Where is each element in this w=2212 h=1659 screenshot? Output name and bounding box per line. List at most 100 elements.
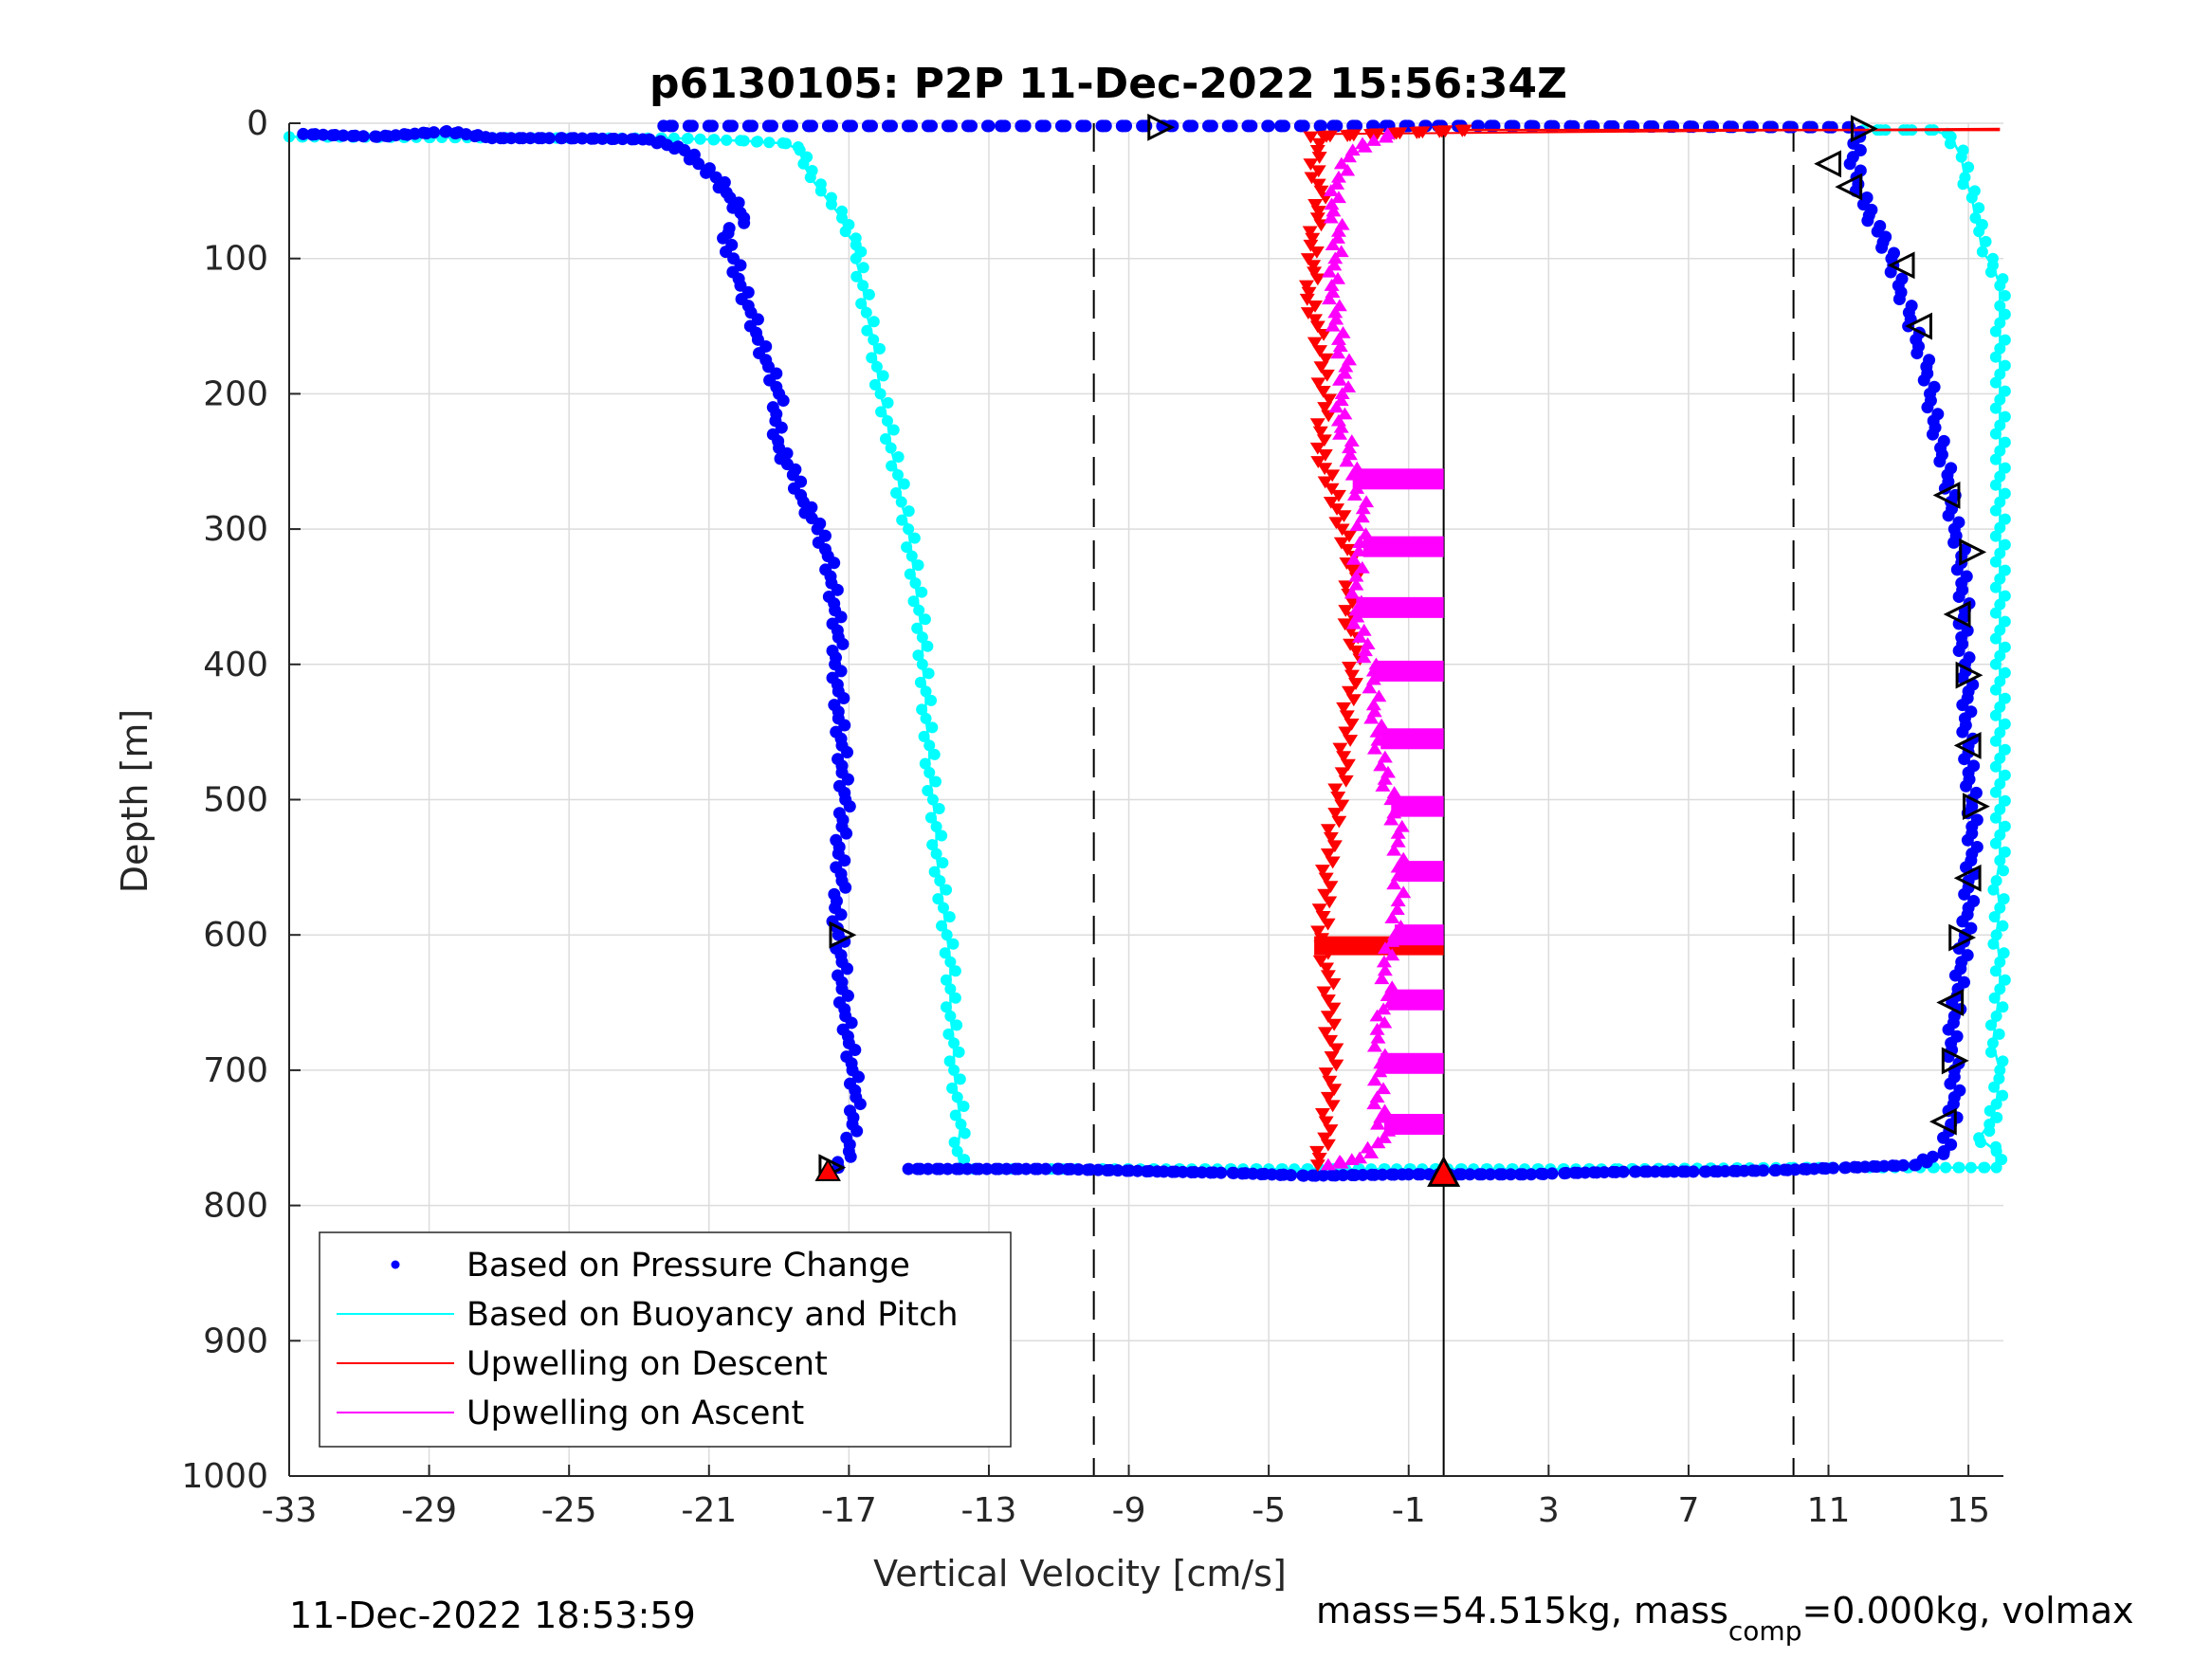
- buoyancy-point: [933, 803, 945, 815]
- buoyancy-point: [1999, 718, 2011, 730]
- ascent-upwelling-marker: [1330, 333, 1346, 345]
- pressure-point: [901, 119, 914, 133]
- pressure-point: [1916, 1153, 1929, 1166]
- legend: Based on Pressure Change Based on Buoyanc…: [319, 1231, 1012, 1448]
- ascent-upwelling-marker: [1332, 428, 1348, 440]
- pressure-point: [1204, 1166, 1217, 1179]
- descent-upwelling-marker: [1303, 158, 1319, 172]
- pressure-point: [1965, 921, 1978, 935]
- axes: -33 -29 -25 -21 -17 -13 -9 -5 -1 3 7 11 150100200300…: [181, 104, 2003, 1530]
- ascent-upwelling-band: [1383, 1113, 1444, 1135]
- pressure-point: [841, 746, 854, 759]
- y-tick-label: 600: [203, 916, 268, 955]
- pressure-point: [922, 1162, 935, 1176]
- turn-marker-right: [1955, 661, 1983, 689]
- pressure-point: [834, 665, 848, 678]
- pressure-point: [1687, 1165, 1700, 1178]
- buoyancy-point: [1990, 1010, 2002, 1022]
- pressure-point: [1000, 1162, 1014, 1176]
- pressure-point: [1746, 1164, 1760, 1177]
- ascent-upwelling-marker: [1380, 765, 1396, 778]
- pressure-point: [741, 119, 755, 133]
- pressure-point: [1015, 119, 1028, 133]
- buoyancy-point: [1994, 317, 2006, 329]
- descent-upwelling-marker: [1315, 911, 1331, 923]
- buoyancy-point: [1988, 1081, 2001, 1093]
- pressure-point: [1009, 1162, 1022, 1176]
- buoyancy-point: [951, 1019, 963, 1031]
- buoyancy-point: [1990, 929, 2002, 941]
- descent-upwelling-marker: [1386, 128, 1402, 140]
- buoyancy-point: [936, 920, 948, 932]
- buoyancy-point: [913, 604, 925, 616]
- descent-upwelling-marker: [1310, 377, 1326, 391]
- buoyancy-point: [1999, 308, 2011, 320]
- ascent-upwelling-marker: [1333, 156, 1349, 170]
- pressure-point: [960, 119, 974, 133]
- ascent-upwelling-marker: [1376, 1002, 1392, 1015]
- buoyancy-point: [1986, 1037, 1999, 1049]
- ascent-upwelling-marker: [1386, 806, 1402, 819]
- ascent-upwelling-marker: [1390, 860, 1406, 873]
- buoyancy-point: [1991, 1111, 2003, 1123]
- pressure-point: [761, 119, 775, 133]
- buoyancy-point: [1994, 342, 2006, 355]
- legend-label: Upwelling on Descent: [466, 1345, 828, 1383]
- buoyancy-point: [922, 640, 934, 652]
- pressure-point: [1075, 119, 1088, 133]
- ascent-upwelling-marker: [1344, 467, 1361, 481]
- pressure-point: [337, 129, 350, 142]
- pressure-point: [1928, 380, 1941, 393]
- y-tick-label: 0: [247, 104, 268, 143]
- descent-upwelling-marker: [1312, 426, 1328, 439]
- ascent-upwelling-marker: [1369, 724, 1385, 738]
- pressure-point: [504, 132, 518, 145]
- ascent-upwelling-marker: [1333, 393, 1349, 407]
- descent-upwelling-marker: [1314, 1107, 1330, 1121]
- buoyancy-point: [1989, 428, 2002, 440]
- descent-upwelling-marker: [1345, 694, 1362, 707]
- descent-upwelling-marker: [1300, 253, 1316, 265]
- ascent-upwelling-marker: [1384, 911, 1400, 923]
- buoyancy-point: [901, 541, 913, 554]
- pressure-point: [1821, 120, 1835, 134]
- pressure-point: [1923, 354, 1936, 367]
- ascent-upwelling-marker: [1390, 799, 1406, 812]
- buoyancy-point: [1994, 777, 2006, 790]
- buoyancy-point: [1969, 211, 1982, 224]
- buoyancy-point: [763, 137, 776, 149]
- buoyancy-point: [1989, 811, 2002, 824]
- descent-upwelling-marker: [1320, 824, 1336, 837]
- buoyancy-point: [926, 793, 939, 806]
- x-axis-label: Vertical Velocity [cm/s]: [873, 1553, 1287, 1595]
- descent-upwelling-marker: [1342, 662, 1358, 674]
- ascent-upwelling-marker: [1383, 793, 1399, 806]
- pressure-point: [861, 119, 874, 133]
- y-tick-label: 500: [203, 781, 268, 820]
- descent-upwelling-marker: [1327, 808, 1344, 820]
- ascent-upwelling-marker: [1365, 664, 1381, 677]
- ascent-upwelling-marker: [1331, 299, 1347, 312]
- pressure-point: [1306, 1169, 1319, 1182]
- descent-upwelling-marker: [1340, 543, 1356, 556]
- descent-upwelling-marker: [1310, 206, 1326, 218]
- descent-upwelling-marker: [1316, 131, 1332, 144]
- buoyancy-point: [925, 694, 938, 706]
- ascent-upwelling-marker: [1325, 204, 1342, 217]
- pressure-point: [881, 119, 894, 133]
- buoyancy-point: [1994, 752, 2006, 764]
- turn-marker-left: [1929, 1107, 1957, 1136]
- ascent-upwelling-marker: [1325, 319, 1341, 332]
- ascent-upwelling-marker: [1375, 1082, 1391, 1095]
- buoyancy-point: [916, 658, 928, 670]
- pressure-point: [1072, 1163, 1086, 1176]
- pressure-point: [1185, 1166, 1198, 1179]
- ascent-upwelling-marker: [1366, 1039, 1382, 1052]
- pressure-point: [980, 1162, 994, 1176]
- descent-upwelling-marker: [1309, 1159, 1325, 1172]
- bottom-marker: [814, 1158, 841, 1181]
- ascent-upwelling-marker: [1366, 1097, 1382, 1110]
- ascent-upwelling-marker: [1375, 779, 1391, 792]
- buoyancy-point: [903, 505, 915, 518]
- x-tick-label: -33: [262, 1491, 318, 1530]
